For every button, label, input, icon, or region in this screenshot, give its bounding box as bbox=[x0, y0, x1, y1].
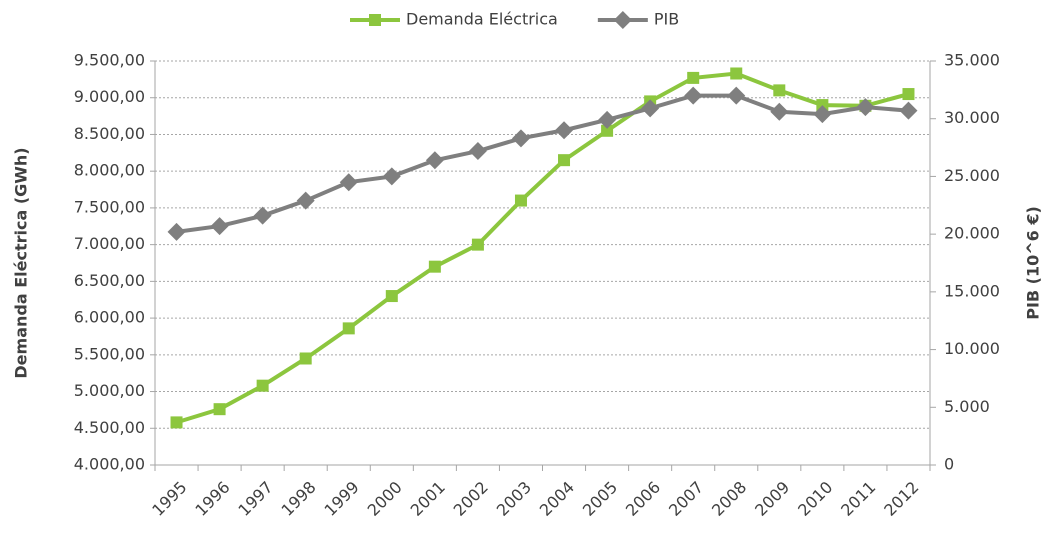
series-marker bbox=[514, 194, 527, 207]
y-tick-label: 5.500,00 bbox=[74, 344, 145, 363]
series-marker bbox=[428, 260, 441, 273]
x-tick-label: 2000 bbox=[364, 478, 406, 520]
series-marker bbox=[170, 416, 183, 429]
x-tick-label: 2005 bbox=[579, 478, 621, 520]
y2-tick-label: 15.000 bbox=[944, 281, 1000, 300]
x-tick-label: 2004 bbox=[536, 478, 578, 520]
y2-axis-label: PIB (10^6 €) bbox=[1024, 206, 1043, 320]
series-marker bbox=[899, 101, 918, 120]
x-tick-label: 2011 bbox=[837, 478, 879, 520]
y2-tick-label: 35.000 bbox=[944, 51, 1000, 70]
y-axis-label: Demanda Eléctrica (GWh) bbox=[12, 147, 31, 378]
series-marker bbox=[641, 99, 660, 118]
y2-tick-label: 5.000 bbox=[944, 397, 990, 416]
y2-tick-label: 25.000 bbox=[944, 166, 1000, 185]
x-tick-label: 1996 bbox=[191, 478, 233, 520]
series-marker bbox=[167, 222, 186, 241]
x-tick-label: 1995 bbox=[148, 478, 190, 520]
series-line bbox=[175, 71, 909, 425]
series-marker bbox=[558, 154, 571, 167]
y-tick-label: 6.000,00 bbox=[74, 308, 145, 327]
series-marker bbox=[773, 84, 786, 97]
series-line bbox=[176, 93, 909, 234]
y-tick-label: 8.500,00 bbox=[74, 124, 145, 143]
legend-label: PIB bbox=[654, 10, 679, 29]
y-tick-label: 7.500,00 bbox=[74, 197, 145, 216]
series-marker bbox=[299, 352, 312, 365]
y2-tick-label: 30.000 bbox=[944, 108, 1000, 127]
series-marker bbox=[471, 238, 484, 251]
y2-tick-label: 0 bbox=[944, 455, 954, 474]
x-tick-label: 2003 bbox=[493, 478, 535, 520]
series-marker bbox=[339, 173, 358, 192]
series-marker bbox=[598, 110, 617, 129]
x-tick-label: 2006 bbox=[622, 478, 664, 520]
y2-tick-label: 10.000 bbox=[944, 339, 1000, 358]
series-marker bbox=[425, 151, 444, 170]
series-marker bbox=[813, 105, 832, 124]
y-tick-label: 9.500,00 bbox=[74, 51, 145, 70]
y-tick-label: 5.000,00 bbox=[74, 381, 145, 400]
x-tick-label: 2007 bbox=[665, 478, 707, 520]
x-tick-label: 2010 bbox=[794, 478, 836, 520]
y-tick-label: 4.500,00 bbox=[74, 418, 145, 437]
x-tick-label: 2002 bbox=[450, 478, 492, 520]
series-marker bbox=[770, 102, 789, 121]
y-tick-label: 9.000,00 bbox=[74, 87, 145, 106]
series-marker bbox=[816, 99, 829, 112]
series-marker bbox=[687, 71, 700, 84]
x-tick-label: 1998 bbox=[277, 478, 319, 520]
x-tick-label: 2001 bbox=[407, 478, 449, 520]
series-marker bbox=[296, 191, 315, 210]
x-tick-label: 2008 bbox=[708, 478, 750, 520]
x-tick-label: 1999 bbox=[321, 478, 363, 520]
legend-marker bbox=[369, 14, 381, 26]
series-marker bbox=[856, 98, 875, 117]
series-marker bbox=[601, 124, 614, 137]
y-tick-label: 8.000,00 bbox=[74, 161, 145, 180]
y-tick-label: 6.500,00 bbox=[74, 271, 145, 290]
series-marker bbox=[256, 379, 269, 392]
series-marker bbox=[555, 121, 574, 140]
series-marker bbox=[385, 290, 398, 303]
series-marker bbox=[684, 86, 703, 105]
y-tick-label: 7.000,00 bbox=[74, 234, 145, 253]
series-marker bbox=[213, 403, 226, 416]
series-marker bbox=[730, 67, 743, 80]
series-marker bbox=[253, 206, 272, 225]
y-tick-label: 4.000,00 bbox=[74, 455, 145, 474]
series-marker bbox=[511, 129, 530, 148]
series-marker bbox=[382, 167, 401, 186]
x-tick-label: 1997 bbox=[234, 478, 276, 520]
series-marker bbox=[468, 142, 487, 161]
series-marker bbox=[342, 322, 355, 335]
series-marker bbox=[902, 88, 915, 101]
legend-marker bbox=[613, 11, 632, 29]
x-tick-label: 2009 bbox=[751, 478, 793, 520]
legend-label: Demanda Eléctrica bbox=[406, 10, 558, 29]
series-marker bbox=[210, 217, 229, 236]
y2-tick-label: 20.000 bbox=[944, 224, 1000, 243]
series-marker bbox=[727, 86, 746, 105]
x-tick-label: 2012 bbox=[880, 478, 922, 520]
